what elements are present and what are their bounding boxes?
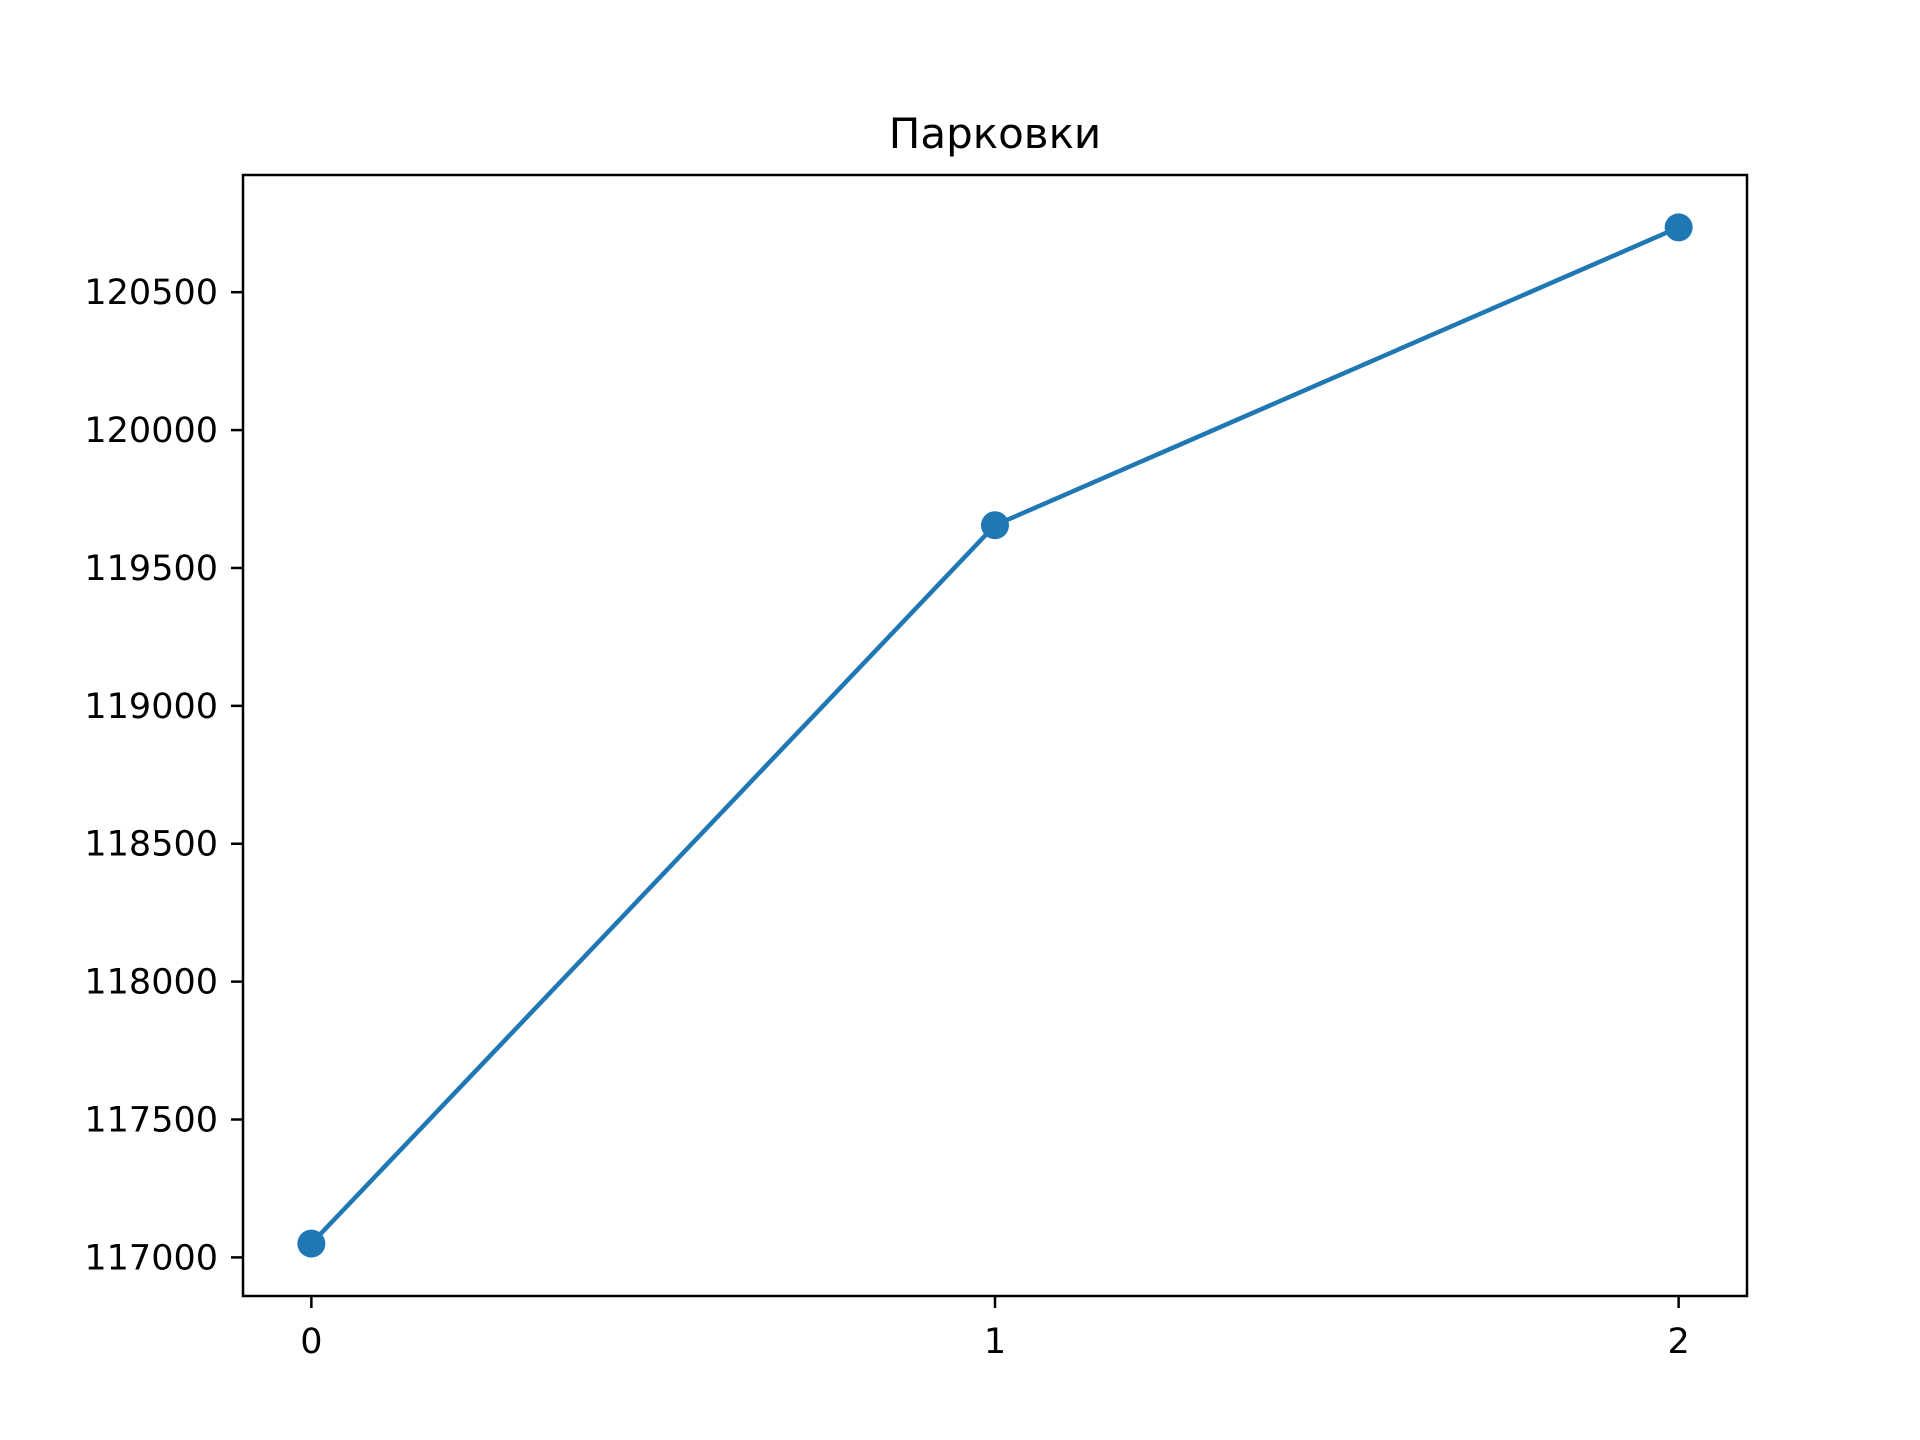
- series-layer: [297, 213, 1693, 1258]
- y-tick-label: 119000: [84, 687, 218, 727]
- y-tick-label: 120500: [84, 273, 218, 313]
- x-tick-label: 0: [300, 1322, 322, 1362]
- x-tick-label: 1: [984, 1322, 1006, 1362]
- y-tick-label: 117000: [84, 1238, 218, 1278]
- data-point: [981, 511, 1009, 540]
- y-tick-label: 118500: [84, 825, 218, 865]
- x-axis: 0 1 2: [300, 1296, 1690, 1362]
- chart-title: Парковки: [889, 109, 1101, 158]
- data-point: [1664, 213, 1693, 242]
- y-axis: 117000 117500 118000 118500 119000 119500 1200…: [84, 273, 243, 1278]
- y-tick-label: 119500: [84, 549, 218, 589]
- x-tick-label: 2: [1667, 1322, 1689, 1362]
- data-point: [297, 1229, 326, 1258]
- y-tick-label: 120000: [84, 411, 218, 451]
- plot-area-frame: [241, 173, 1749, 1298]
- y-tick-label: 118000: [84, 963, 218, 1003]
- y-tick-label: 117500: [84, 1101, 218, 1141]
